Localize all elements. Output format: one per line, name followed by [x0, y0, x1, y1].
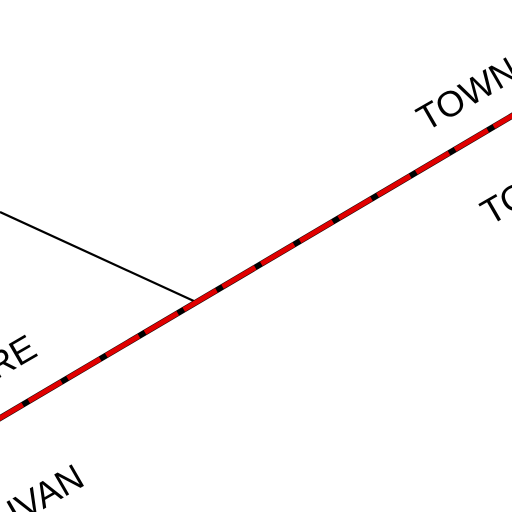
boundary-line-base: [0, 112, 512, 422]
boundary-line: [0, 112, 512, 422]
label-town-right: TO: [474, 173, 512, 233]
boundary-line-dashes: [0, 112, 512, 422]
road-line: [0, 211, 197, 303]
label-bottom-partial: IVAN: [0, 456, 90, 512]
label-left-partial: RE: [0, 326, 43, 387]
